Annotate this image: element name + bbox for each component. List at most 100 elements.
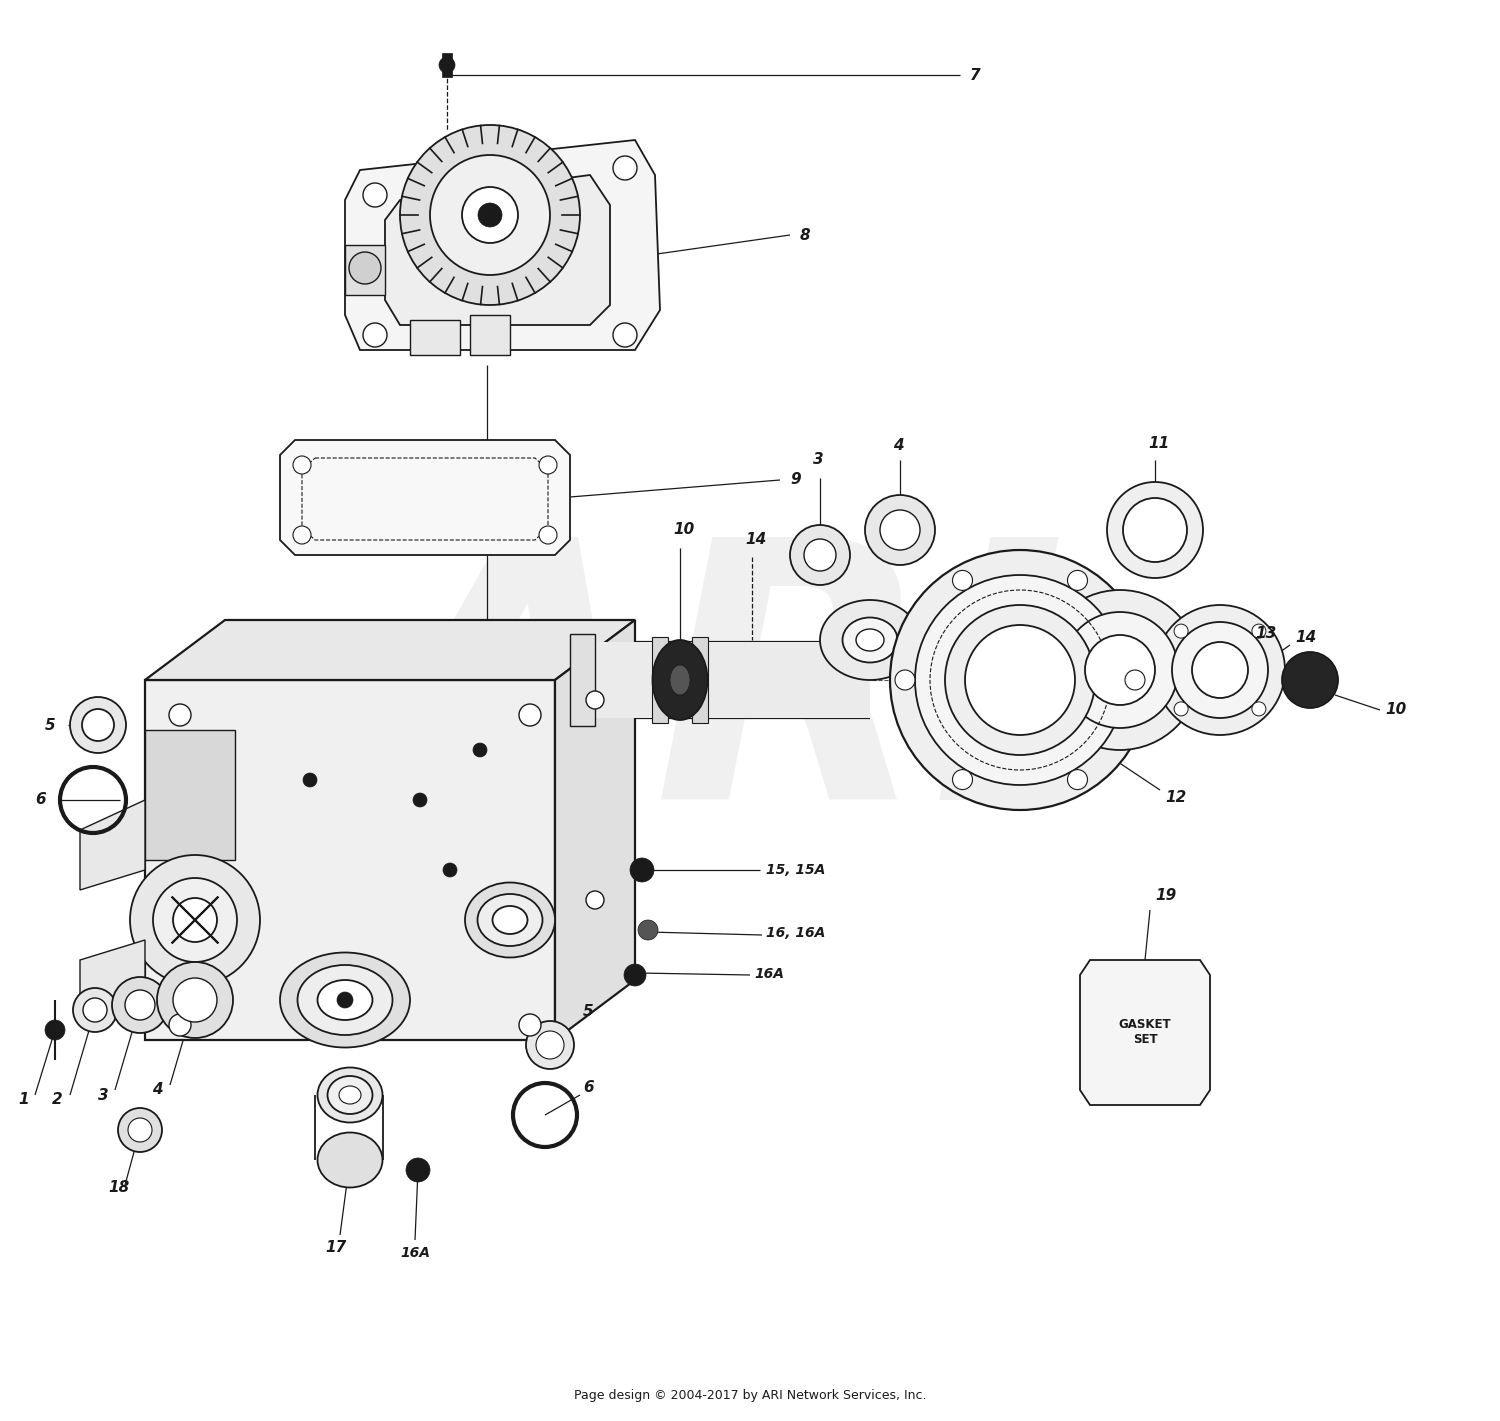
- Ellipse shape: [297, 965, 393, 1034]
- Ellipse shape: [339, 1086, 362, 1104]
- Circle shape: [630, 858, 654, 882]
- Circle shape: [880, 510, 920, 550]
- Circle shape: [440, 57, 454, 72]
- Polygon shape: [1080, 961, 1210, 1106]
- Circle shape: [865, 495, 934, 566]
- Circle shape: [519, 703, 542, 726]
- Circle shape: [170, 1015, 190, 1036]
- Circle shape: [350, 252, 381, 284]
- Circle shape: [130, 855, 260, 985]
- Circle shape: [964, 625, 1076, 735]
- Circle shape: [45, 1020, 64, 1040]
- Polygon shape: [146, 620, 634, 681]
- Circle shape: [586, 691, 604, 709]
- Circle shape: [1192, 642, 1248, 698]
- Polygon shape: [555, 620, 634, 1040]
- Circle shape: [400, 125, 580, 306]
- Circle shape: [462, 188, 518, 243]
- Polygon shape: [80, 941, 146, 1010]
- Circle shape: [1124, 497, 1186, 561]
- Circle shape: [804, 539, 836, 571]
- Polygon shape: [692, 637, 708, 723]
- Text: 3: 3: [98, 1087, 108, 1103]
- Ellipse shape: [652, 639, 708, 720]
- Text: 17: 17: [326, 1241, 346, 1256]
- Circle shape: [74, 988, 117, 1032]
- Circle shape: [170, 703, 190, 726]
- Text: 19: 19: [1155, 888, 1176, 902]
- Text: 15, 15A: 15, 15A: [766, 863, 825, 877]
- Text: 9: 9: [790, 473, 801, 487]
- Circle shape: [538, 456, 556, 475]
- Circle shape: [1174, 702, 1188, 716]
- Circle shape: [158, 962, 232, 1037]
- Ellipse shape: [843, 618, 897, 662]
- Polygon shape: [570, 634, 596, 726]
- Circle shape: [945, 605, 1095, 755]
- Circle shape: [1107, 482, 1203, 578]
- Text: 1: 1: [18, 1093, 28, 1107]
- Bar: [580, 642, 870, 718]
- Text: 7: 7: [970, 68, 981, 82]
- Circle shape: [82, 998, 106, 1022]
- Text: 14: 14: [746, 533, 766, 547]
- Ellipse shape: [670, 665, 690, 695]
- Circle shape: [519, 1015, 542, 1036]
- Circle shape: [124, 990, 154, 1020]
- Circle shape: [1040, 590, 1200, 750]
- Text: 10: 10: [674, 523, 694, 537]
- Circle shape: [1068, 770, 1088, 790]
- Text: 11: 11: [1148, 435, 1170, 450]
- Text: 4: 4: [152, 1083, 162, 1097]
- Ellipse shape: [465, 882, 555, 958]
- Text: 4: 4: [892, 438, 903, 452]
- Circle shape: [952, 570, 972, 590]
- Circle shape: [614, 156, 638, 180]
- Circle shape: [1174, 624, 1188, 638]
- Circle shape: [638, 919, 658, 941]
- Text: 8: 8: [800, 227, 810, 243]
- Circle shape: [538, 526, 556, 544]
- Circle shape: [1068, 570, 1088, 590]
- Circle shape: [172, 898, 217, 942]
- Circle shape: [1155, 605, 1286, 735]
- Circle shape: [890, 550, 1150, 810]
- Circle shape: [1125, 669, 1144, 691]
- Text: 12: 12: [1166, 790, 1186, 806]
- Text: 5: 5: [584, 1005, 594, 1019]
- Polygon shape: [470, 315, 510, 355]
- Polygon shape: [80, 800, 146, 890]
- Polygon shape: [442, 53, 452, 77]
- Text: 6: 6: [584, 1080, 594, 1094]
- Circle shape: [153, 878, 237, 962]
- Text: 14: 14: [1294, 631, 1317, 645]
- Text: 16A: 16A: [754, 968, 784, 980]
- Circle shape: [172, 978, 217, 1022]
- Circle shape: [614, 323, 638, 347]
- Circle shape: [118, 1108, 162, 1152]
- Polygon shape: [345, 244, 386, 296]
- Circle shape: [1252, 702, 1266, 716]
- Text: 16, 16A: 16, 16A: [766, 926, 825, 941]
- Circle shape: [624, 963, 646, 986]
- Text: 16A: 16A: [400, 1246, 430, 1260]
- Text: 2: 2: [53, 1093, 63, 1107]
- Circle shape: [363, 183, 387, 207]
- Circle shape: [586, 891, 604, 909]
- Text: 3: 3: [813, 452, 824, 468]
- Circle shape: [1062, 612, 1178, 728]
- Text: 18: 18: [108, 1181, 129, 1195]
- Circle shape: [303, 773, 316, 787]
- Circle shape: [1282, 652, 1338, 708]
- Text: 10: 10: [1384, 702, 1407, 718]
- Ellipse shape: [821, 600, 920, 681]
- Polygon shape: [652, 637, 668, 723]
- Text: GASKET
SET: GASKET SET: [1119, 1017, 1172, 1046]
- Polygon shape: [146, 681, 555, 1040]
- Circle shape: [536, 1032, 564, 1059]
- Circle shape: [112, 978, 168, 1033]
- Circle shape: [292, 456, 310, 475]
- Polygon shape: [386, 175, 610, 325]
- Circle shape: [1172, 622, 1268, 718]
- Circle shape: [406, 1158, 430, 1182]
